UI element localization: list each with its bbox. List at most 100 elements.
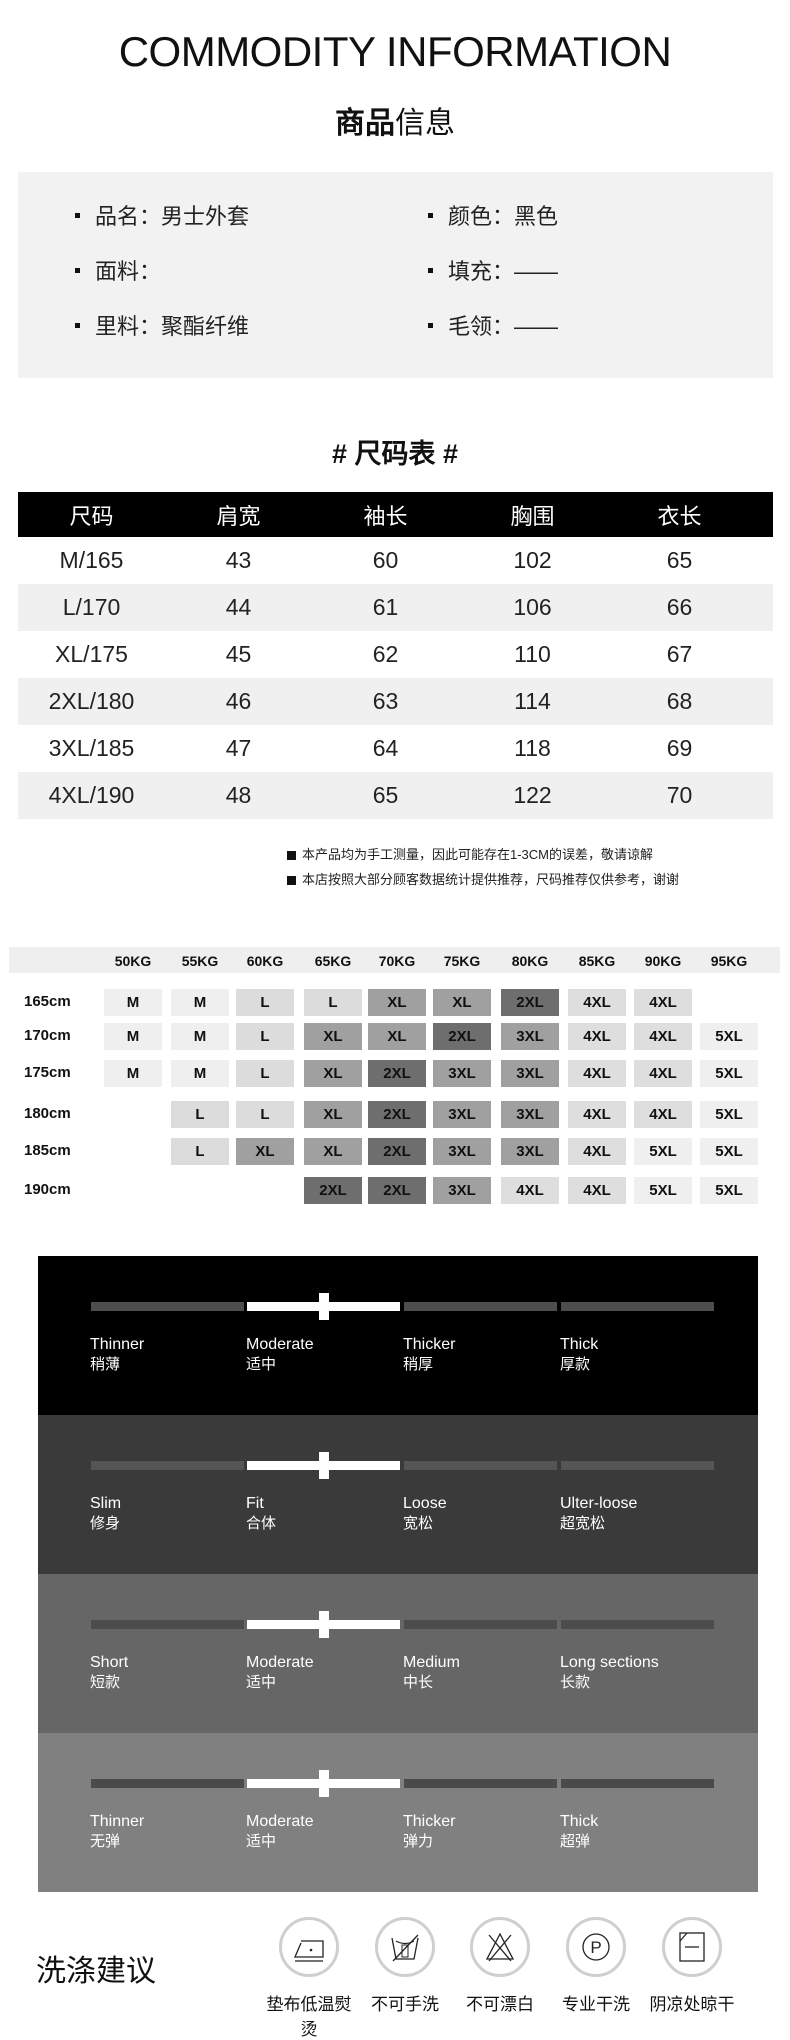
option-english: Thinner — [90, 1336, 145, 1353]
table-header-cell: 肩宽 — [216, 503, 261, 529]
scale-marker — [319, 1452, 329, 1479]
table-row: L/170 44 61 106 66 — [18, 584, 773, 631]
subtitle-rest: 信息 — [395, 107, 455, 140]
scale-segment — [561, 1461, 714, 1470]
table-cell: 44 — [225, 594, 252, 620]
scale-option-label: Moderate 适中 — [246, 1653, 314, 1693]
table-cell: 46 — [225, 688, 252, 714]
table-row: M/165 43 60 102 65 — [18, 537, 773, 584]
scale-marker — [319, 1770, 329, 1797]
table-cell: 114 — [514, 688, 551, 714]
size-cell: 3XL — [433, 1138, 491, 1165]
table-cell: 106 — [513, 594, 552, 620]
table-header-cell: 胸围 — [510, 503, 555, 529]
table-cell: 70 — [666, 782, 693, 808]
info-item: 里料：聚酯纤维 — [75, 309, 249, 341]
size-cell: 4XL — [568, 1138, 626, 1165]
note: 本店按照大部分顾客数据统计提供推荐，尺码推荐仅供参考，谢谢 — [287, 869, 679, 888]
table-cell: XL/175 — [55, 641, 128, 667]
scale-option-label: Thick 厚款 — [560, 1335, 598, 1375]
size-cell: 3XL — [433, 1177, 491, 1204]
size-cell: M — [171, 1060, 229, 1087]
dry-clean-icon: P — [582, 1933, 610, 1961]
option-chinese: 无弹 — [90, 1833, 121, 1850]
size-cell: 5XL — [634, 1138, 692, 1165]
table-cell: 67 — [666, 641, 693, 667]
option-chinese: 超弹 — [560, 1833, 591, 1850]
info-item: 颜色：黑色 — [428, 199, 558, 231]
weight-label: 60KG — [246, 953, 284, 969]
size-cell: XL — [368, 1023, 426, 1050]
size-cell: 4XL — [634, 1101, 692, 1128]
size-cell: 3XL — [433, 1060, 491, 1087]
weight-label: 95KG — [710, 953, 748, 969]
size-cell: XL — [304, 1101, 362, 1128]
size-cell: 3XL — [501, 1060, 559, 1087]
height-label: 180cm — [24, 1105, 71, 1122]
note-text: 本产品均为手工测量，因此可能存在1-3CM的误差，敬请谅解 — [302, 847, 654, 862]
bullet-icon — [75, 267, 80, 273]
size-cell: L — [171, 1101, 229, 1128]
size-table: 尺码 肩宽 袖长 胸围 衣长 M/165 43 60 102 65 L/170 44 61 106 66 XL… — [18, 492, 773, 819]
feature-panel: Thinner 稍薄 Moderate 适中 Thicker 稍厚 Thick 厚款 — [38, 1256, 758, 1415]
size-cell: L — [171, 1138, 229, 1165]
option-english: Thick — [560, 1336, 599, 1353]
feature-panel: Slim 修身 Fit 合体 Loose 宽松 Ulter-loose 超宽松 — [38, 1415, 758, 1574]
size-cell: 5XL — [700, 1060, 758, 1087]
info-text: 颜色：黑色 — [448, 204, 559, 229]
option-chinese: 弹力 — [403, 1833, 434, 1850]
table-cell: 47 — [225, 735, 252, 761]
table-cell: 102 — [513, 547, 552, 573]
weight-label: 65KG — [314, 953, 352, 969]
table-cell: 110 — [514, 641, 551, 667]
feature-panel: Thinner 无弹 Moderate 适中 Thicker 弹力 Thick 超弹 — [38, 1733, 758, 1892]
table-cell: 64 — [372, 735, 399, 761]
size-cell: L — [304, 989, 362, 1016]
table-cell: 66 — [666, 594, 693, 620]
option-english: Medium — [403, 1654, 460, 1671]
washing-label: 垫布低温熨烫 — [266, 1995, 352, 2039]
scale-segment — [404, 1302, 557, 1311]
table-cell: M/165 — [59, 547, 124, 573]
table-cell: 118 — [514, 735, 551, 761]
table-cell: 62 — [372, 641, 399, 667]
option-english: Thick — [560, 1813, 599, 1830]
option-english: Slim — [90, 1495, 122, 1512]
page-title: COMMODITY INFORMATION — [118, 28, 672, 75]
table-cell: 45 — [225, 641, 252, 667]
bullet-icon — [75, 322, 80, 328]
washing-icon-circle — [662, 1917, 722, 1977]
height-label: 170cm — [24, 1027, 71, 1044]
size-cell: XL — [236, 1138, 294, 1165]
size-chart-title: # 尺码表 # — [331, 439, 459, 469]
square-bullet-icon — [287, 876, 296, 886]
weight-label: 80KG — [511, 953, 549, 969]
weight-label: 55KG — [181, 953, 219, 969]
size-cell: 2XL — [433, 1023, 491, 1050]
option-chinese: 长款 — [560, 1674, 591, 1691]
size-cell: 3XL — [501, 1101, 559, 1128]
size-cell: 2XL — [368, 1060, 426, 1087]
scale-segment — [561, 1302, 714, 1311]
table-cell: 69 — [666, 735, 693, 761]
size-cell: 2XL — [501, 989, 559, 1016]
size-cell: 4XL — [568, 1177, 626, 1204]
table-cell: L/170 — [62, 594, 121, 620]
option-english: Short — [90, 1654, 129, 1671]
table-row: 2XL/180 46 63 114 68 — [18, 678, 773, 725]
size-cell: 4XL — [568, 1060, 626, 1087]
info-item: 毛领：—— — [428, 309, 558, 341]
size-cell: 4XL — [568, 1101, 626, 1128]
scale-segment — [404, 1620, 557, 1629]
option-chinese: 短款 — [90, 1674, 121, 1691]
bullet-icon — [428, 267, 433, 273]
info-text: 里料：聚酯纤维 — [95, 314, 250, 339]
no-hand-wash-icon — [391, 1934, 419, 1962]
size-cell: 3XL — [501, 1138, 559, 1165]
scale-segment — [561, 1620, 714, 1629]
scale-option-label: Long sections 长款 — [560, 1653, 659, 1693]
option-english: Loose — [403, 1495, 447, 1512]
scale-segment — [91, 1620, 244, 1629]
washing-label: 不可手洗 — [371, 1995, 439, 2014]
option-chinese: 宽松 — [403, 1515, 434, 1532]
